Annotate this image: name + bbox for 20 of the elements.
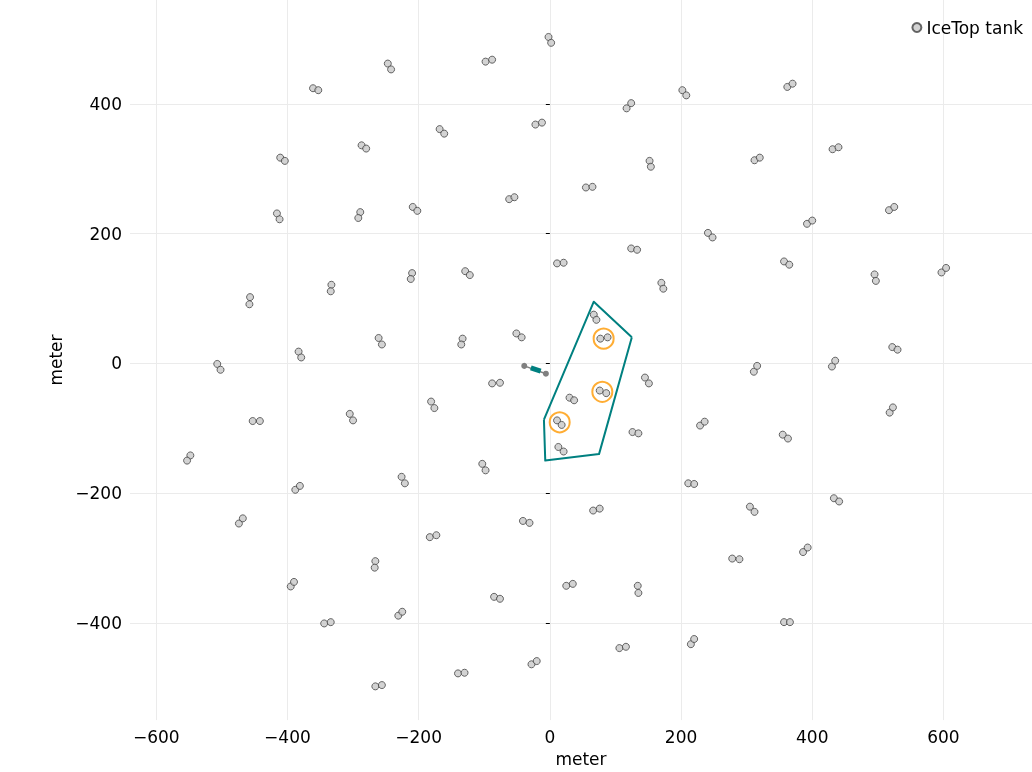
x-tick-label: 200 xyxy=(664,726,698,747)
y-tick-label: 400 xyxy=(89,93,122,114)
x-tick-label: 0 xyxy=(544,726,556,747)
point xyxy=(548,411,571,434)
legend-label: IceTop tank xyxy=(926,17,1024,38)
y-tick-label: 0 xyxy=(111,353,122,374)
y-axis-title: meter xyxy=(45,334,66,386)
y-tick-label: 200 xyxy=(89,223,122,244)
x-tick-label: 600 xyxy=(927,726,960,747)
point xyxy=(591,380,614,403)
y-tick-label: −200 xyxy=(75,483,122,504)
x-tick-label: 400 xyxy=(796,726,829,747)
x-tick-label: −600 xyxy=(132,726,180,747)
y-tick-label: −400 xyxy=(75,612,122,633)
point xyxy=(521,362,528,369)
point xyxy=(542,370,549,377)
x-tick-label: −200 xyxy=(395,726,442,747)
x-tick-label: −400 xyxy=(264,726,311,747)
x-axis-title: meter xyxy=(555,748,607,769)
point xyxy=(592,327,615,350)
